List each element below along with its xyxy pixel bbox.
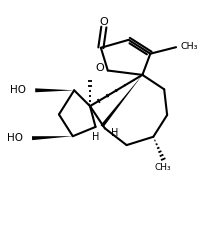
Text: CH₃: CH₃ xyxy=(181,42,199,51)
Text: H: H xyxy=(111,128,118,138)
Text: H: H xyxy=(92,132,99,142)
Polygon shape xyxy=(32,136,73,140)
Polygon shape xyxy=(100,75,142,127)
Text: O: O xyxy=(99,17,108,27)
Text: CH₃: CH₃ xyxy=(155,163,171,172)
Text: HO: HO xyxy=(10,85,26,95)
Text: HO: HO xyxy=(6,133,23,143)
Polygon shape xyxy=(35,88,74,92)
Text: O: O xyxy=(95,63,104,73)
